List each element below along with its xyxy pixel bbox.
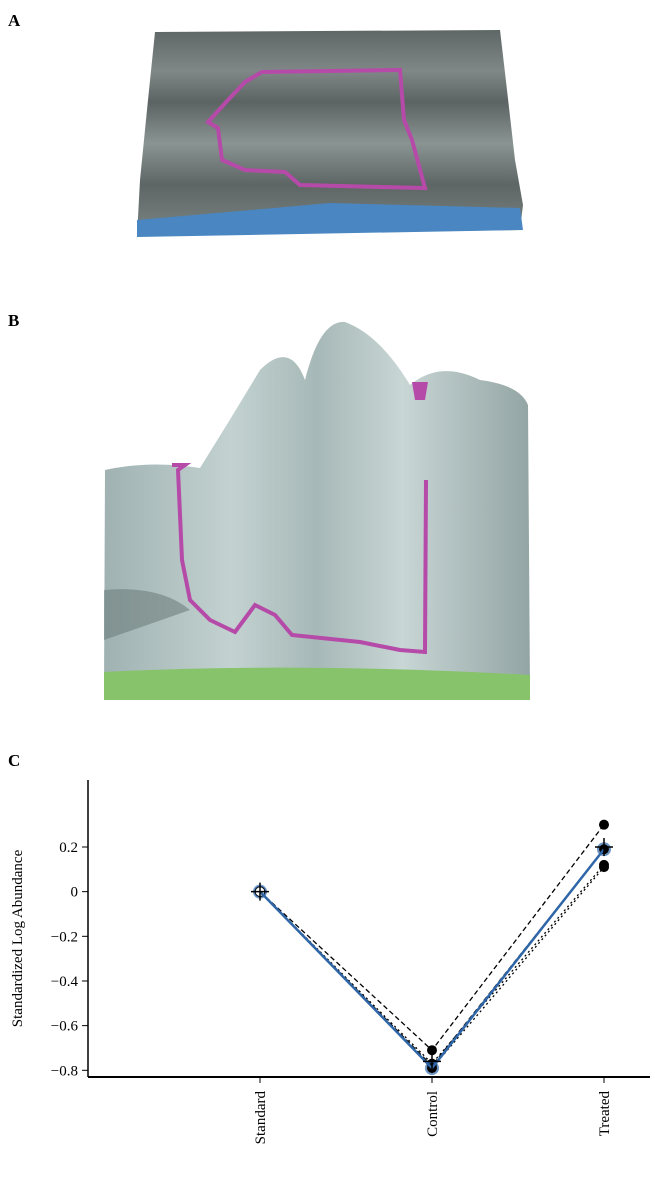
series-line bbox=[260, 865, 604, 1064]
surface-b bbox=[104, 322, 530, 700]
cross-marker bbox=[595, 838, 613, 856]
panel-label: A bbox=[8, 11, 21, 30]
series-line bbox=[260, 825, 604, 1051]
series-line bbox=[260, 849, 604, 1068]
x-tick-label: Control bbox=[425, 1091, 441, 1137]
y-tick-label: −0.8 bbox=[51, 1063, 78, 1079]
figure: A B C Standardized Log Abundance 0.2 0 −0.2… bbox=[0, 0, 655, 1193]
y-tick-label: −0.2 bbox=[51, 929, 78, 945]
y-tick-label: 0.2 bbox=[59, 840, 78, 856]
point bbox=[599, 860, 609, 870]
series-line bbox=[260, 867, 604, 1068]
y-axis-label: Standardized Log Abundance bbox=[10, 849, 26, 1027]
x-tick-label: Standard bbox=[253, 1091, 269, 1145]
panel-label: C bbox=[8, 751, 20, 770]
y-tick-label: 0 bbox=[71, 885, 79, 901]
chart: Standardized Log Abundance 0.2 0 −0.2 −0.4 −0… bbox=[10, 780, 650, 1144]
y-tick-label: −0.4 bbox=[51, 974, 79, 990]
point bbox=[599, 820, 609, 830]
series-line bbox=[260, 849, 604, 1066]
y-tick-label: −0.6 bbox=[51, 1019, 79, 1035]
x-tick-label: Treated bbox=[597, 1091, 613, 1137]
surface-a bbox=[137, 30, 523, 237]
panel-label: B bbox=[8, 311, 19, 330]
